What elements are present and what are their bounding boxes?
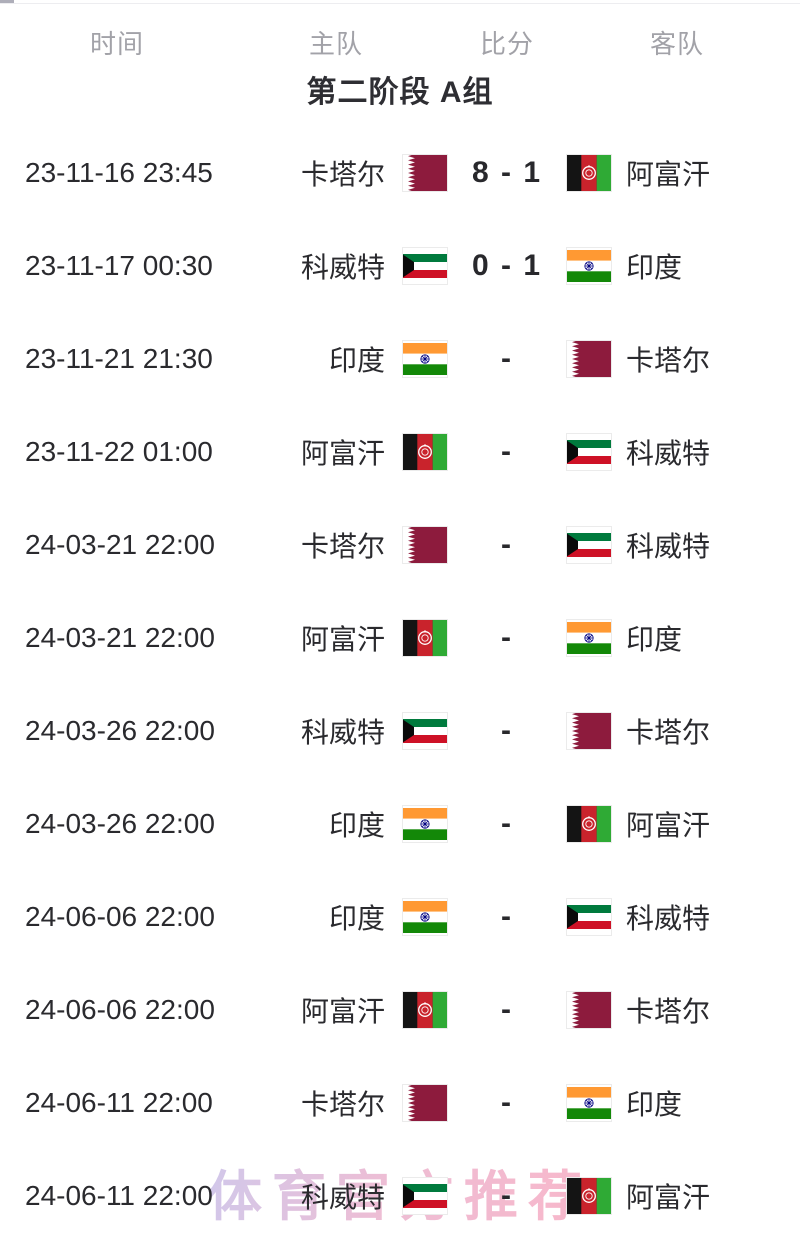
header-away-label: 客队 <box>649 29 705 59</box>
header-score-label: 比分 <box>479 29 535 59</box>
top-hairline <box>0 3 800 4</box>
match-score: - <box>501 806 513 840</box>
away-team-name: 印度 <box>626 1088 683 1120</box>
away-team-flag-icon-india <box>566 618 612 657</box>
home-team-name: 卡塔尔 <box>300 158 385 190</box>
table-header: 时间 主队 比分 客队 <box>0 0 800 60</box>
home-team-name: 印度 <box>328 344 385 376</box>
home-team-name: 科威特 <box>300 1181 385 1213</box>
away-team-name: 印度 <box>626 623 683 655</box>
away-team-flag-icon-afghanistan <box>566 1176 612 1215</box>
away-team-flag-icon-india <box>566 1083 612 1122</box>
match-score: - <box>501 434 513 468</box>
home-team-flag-icon-afghanistan <box>402 432 448 471</box>
match-time: 24-06-11 22:00 <box>25 1179 213 1211</box>
watermark-text: 体育官方推荐 <box>208 1152 592 1231</box>
group-stage-title: 第二阶段 A组 <box>306 76 494 109</box>
away-team-name: 阿富汗 <box>626 809 711 841</box>
home-team-name: 印度 <box>328 902 385 934</box>
away-team-flag-icon-afghanistan <box>566 804 612 843</box>
home-team-name: 阿富汗 <box>300 995 385 1027</box>
match-score: 0 - 1 <box>471 248 543 282</box>
home-team-name: 科威特 <box>300 251 385 283</box>
match-time: 23-11-17 00:30 <box>25 249 213 281</box>
away-team-flag-icon-kuwait <box>566 432 612 471</box>
match-row[interactable]: 23-11-16 23:45 卡塔尔 8 - 1 阿富汗 <box>0 126 800 219</box>
home-team-flag-icon-qatar <box>402 525 448 564</box>
top-corner-mark <box>0 0 14 3</box>
away-team-name: 卡塔尔 <box>626 716 711 748</box>
away-team-name: 卡塔尔 <box>626 344 711 376</box>
match-row[interactable]: 24-06-11 22:00 卡塔尔 - 印度 <box>0 1056 800 1149</box>
match-row[interactable]: 23-11-21 21:30 印度 - 卡塔尔 <box>0 312 800 405</box>
header-home-label: 主队 <box>308 29 364 59</box>
home-team-name: 科威特 <box>300 716 385 748</box>
home-team-flag-icon-india <box>402 804 448 843</box>
match-time: 23-11-22 01:00 <box>25 435 213 467</box>
home-team-flag-icon-afghanistan <box>402 990 448 1029</box>
home-team-name: 卡塔尔 <box>300 530 385 562</box>
match-row[interactable]: 23-11-22 01:00 阿富汗 - 科威特 <box>0 405 800 498</box>
away-team-name: 科威特 <box>626 437 711 469</box>
home-team-flag-icon-qatar <box>402 1083 448 1122</box>
match-time: 23-11-16 23:45 <box>25 156 213 188</box>
home-team-flag-icon-kuwait <box>402 246 448 285</box>
match-row[interactable]: 24-06-06 22:00 印度 - 科威特 <box>0 870 800 963</box>
header-time-label: 时间 <box>89 29 145 59</box>
match-score: - <box>501 1085 513 1119</box>
match-score: - <box>501 713 513 747</box>
away-team-flag-icon-qatar <box>566 339 612 378</box>
match-time: 24-06-06 22:00 <box>25 900 215 932</box>
away-team-name: 阿富汗 <box>626 1181 711 1213</box>
away-team-flag-icon-qatar <box>566 990 612 1029</box>
home-team-flag-icon-qatar <box>402 153 448 192</box>
home-team-name: 阿富汗 <box>300 623 385 655</box>
match-score: 8 - 1 <box>471 155 543 189</box>
match-row[interactable]: 23-11-17 00:30 科威特 0 - 1 印度 <box>0 219 800 312</box>
away-team-flag-icon-kuwait <box>566 897 612 936</box>
home-team-flag-icon-kuwait <box>402 711 448 750</box>
match-time: 24-03-21 22:00 <box>25 528 215 560</box>
away-team-name: 卡塔尔 <box>626 995 711 1027</box>
match-list: 23-11-16 23:45 卡塔尔 8 - 1 阿富汗 23-11-17 00… <box>0 118 800 1242</box>
match-score: - <box>501 620 513 654</box>
match-row[interactable]: 24-03-21 22:00 卡塔尔 - 科威特 <box>0 498 800 591</box>
match-row[interactable]: 24-06-11 22:00 科威特 - 阿富汗 <box>0 1149 800 1242</box>
away-team-flag-icon-qatar <box>566 711 612 750</box>
match-time: 23-11-21 21:30 <box>25 342 213 374</box>
match-score: - <box>501 992 513 1026</box>
away-team-flag-icon-india <box>566 246 612 285</box>
home-team-name: 印度 <box>328 809 385 841</box>
away-team-flag-icon-kuwait <box>566 525 612 564</box>
home-team-name: 阿富汗 <box>300 437 385 469</box>
match-row[interactable]: 24-03-21 22:00 阿富汗 - 印度 <box>0 591 800 684</box>
match-row[interactable]: 24-03-26 22:00 印度 - 阿富汗 <box>0 777 800 870</box>
home-team-flag-icon-afghanistan <box>402 618 448 657</box>
away-team-name: 印度 <box>626 251 683 283</box>
home-team-flag-icon-india <box>402 339 448 378</box>
home-team-name: 卡塔尔 <box>300 1088 385 1120</box>
match-score: - <box>501 899 513 933</box>
away-team-name: 科威特 <box>626 902 711 934</box>
home-team-flag-icon-india <box>402 897 448 936</box>
away-team-flag-icon-afghanistan <box>566 153 612 192</box>
match-time: 24-03-26 22:00 <box>25 714 215 746</box>
match-score: - <box>501 527 513 561</box>
match-time: 24-03-21 22:00 <box>25 621 215 653</box>
match-time: 24-03-26 22:00 <box>25 807 215 839</box>
home-team-flag-icon-kuwait <box>402 1176 448 1215</box>
match-row[interactable]: 24-03-26 22:00 科威特 - 卡塔尔 <box>0 684 800 777</box>
away-team-name: 阿富汗 <box>626 158 711 190</box>
match-time: 24-06-11 22:00 <box>25 1086 213 1118</box>
match-score: - <box>501 1178 513 1212</box>
match-time: 24-06-06 22:00 <box>25 993 215 1025</box>
match-score: - <box>501 341 513 375</box>
match-row[interactable]: 24-06-06 22:00 阿富汗 - 卡塔尔 <box>0 963 800 1056</box>
away-team-name: 科威特 <box>626 530 711 562</box>
